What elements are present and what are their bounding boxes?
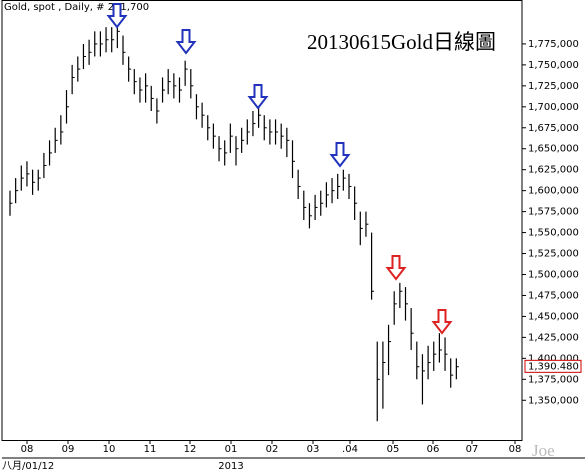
marker-arrow xyxy=(106,3,128,29)
y-tick-label: 1,550,000 xyxy=(528,228,579,239)
x-tick-label: 08 xyxy=(509,444,522,455)
last-price-box xyxy=(524,359,582,373)
y-tick-label: 1,750,000 xyxy=(528,60,579,71)
x-tick-label: .04 xyxy=(342,444,358,455)
watermark: Joe xyxy=(532,441,555,460)
y-tick-label: 1,775,000 xyxy=(528,39,579,50)
marker-arrow xyxy=(175,29,197,55)
marker-arrow xyxy=(329,142,351,168)
x-tick-label: 08 xyxy=(21,444,34,455)
y-tick-label: 1,650,000 xyxy=(528,144,579,155)
chart-title: 20130615Gold日線圖 xyxy=(307,30,496,54)
plot-frame xyxy=(1,0,523,441)
y-tick-label: 1,700,000 xyxy=(528,102,579,113)
caption: Gold, spot , Daily, # 231,700 xyxy=(4,2,149,13)
y-tick-label: 1,375,000 xyxy=(528,374,579,385)
last-price-label: 1,390.480 xyxy=(528,361,579,372)
y-tick-label: 1,425,000 xyxy=(528,332,579,343)
y-tick-label: 1,500,000 xyxy=(528,270,579,281)
x-tick-label: 05 xyxy=(387,444,400,455)
y-tick-label: 1,400,000 xyxy=(528,353,579,364)
y-tick-label: 1,600,000 xyxy=(528,186,579,197)
y-tick-label: 1,725,000 xyxy=(528,81,579,92)
y-tick-label: 1,450,000 xyxy=(528,311,579,322)
x-tick-label: 10 xyxy=(103,444,116,455)
marker-arrow xyxy=(385,255,407,281)
y-tick-label: 1,625,000 xyxy=(528,165,579,176)
x-tick-label: 03 xyxy=(307,444,320,455)
x-tick-label: 12 xyxy=(184,444,197,455)
marker-arrow xyxy=(247,84,269,110)
date-label: 2013 xyxy=(218,461,243,472)
date-label: 八月/01/12 xyxy=(2,460,54,472)
y-tick-label: 1,525,000 xyxy=(528,249,579,260)
y-tick-label: 1,350,000 xyxy=(528,395,579,406)
x-tick-label: 09 xyxy=(62,444,75,455)
marker-arrow xyxy=(431,309,453,335)
x-tick-label: 06 xyxy=(427,444,440,455)
y-tick-label: 1,675,000 xyxy=(528,123,579,134)
x-tick-label: 07 xyxy=(466,444,479,455)
y-tick-label: 1,475,000 xyxy=(528,290,579,301)
x-tick-label: 01 xyxy=(225,444,238,455)
x-tick-label: 11 xyxy=(144,444,157,455)
y-tick-label: 1,575,000 xyxy=(528,207,579,218)
x-tick-label: 02 xyxy=(266,444,279,455)
